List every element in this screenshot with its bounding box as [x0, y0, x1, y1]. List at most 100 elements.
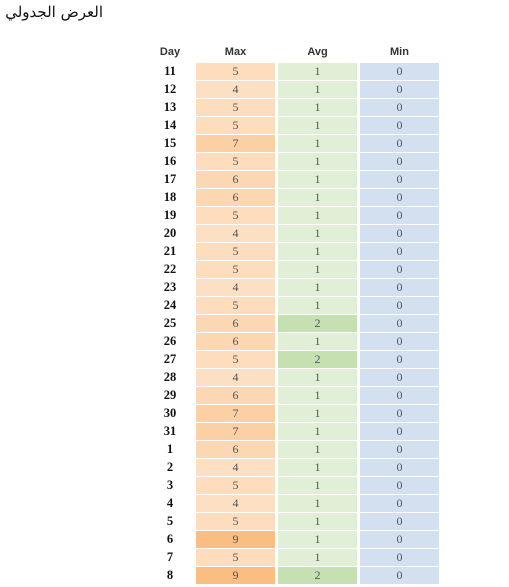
day-cell: 25: [163, 316, 177, 330]
value-cell: 1: [278, 63, 357, 80]
value-cell: 1: [278, 297, 357, 314]
value-cell: 0: [360, 495, 439, 512]
value-cell: 7: [196, 423, 275, 440]
value-cell: 5: [196, 549, 275, 566]
value-cell: 0: [360, 63, 439, 80]
value-cell: 7: [196, 135, 275, 152]
value-cell: 6: [196, 315, 275, 332]
day-cell: 3: [166, 478, 174, 492]
day-cell: 23: [163, 280, 177, 294]
value-cell: 0: [360, 135, 439, 152]
column-header: Day: [159, 46, 181, 58]
value-cell: 1: [278, 99, 357, 116]
day-cell: 5: [166, 514, 174, 528]
value-cell: 0: [360, 423, 439, 440]
value-cell: 5: [196, 207, 275, 224]
value-cell: 0: [360, 153, 439, 170]
value-cell: 0: [360, 81, 439, 98]
value-cell: 4: [196, 495, 275, 512]
value-cell: 0: [360, 99, 439, 116]
value-cell: 5: [196, 513, 275, 530]
day-cell: 1: [166, 442, 174, 456]
value-cell: 4: [196, 459, 275, 476]
day-cell: 24: [163, 298, 177, 312]
value-cell: 4: [196, 81, 275, 98]
value-cell: 0: [360, 207, 439, 224]
day-cell: 19: [163, 208, 177, 222]
day-cell: 12: [163, 82, 177, 96]
value-cell: 2: [278, 315, 357, 332]
value-cell: 6: [196, 189, 275, 206]
value-cell: 5: [196, 297, 275, 314]
value-cell: 1: [278, 549, 357, 566]
column-header: Min: [390, 46, 409, 58]
page-title: العرض الجدولي: [5, 3, 103, 21]
day-cell: 21: [163, 244, 177, 258]
value-cell: 1: [278, 243, 357, 260]
value-cell: 0: [360, 351, 439, 368]
value-cell: 9: [196, 567, 275, 584]
value-cell: 0: [360, 369, 439, 386]
value-cell: 0: [360, 261, 439, 278]
value-cell: 1: [278, 495, 357, 512]
day-cell: 22: [163, 262, 177, 276]
value-cell: 0: [360, 477, 439, 494]
value-cell: 5: [196, 261, 275, 278]
day-cell: 6: [166, 532, 174, 546]
value-cell: 1: [278, 189, 357, 206]
value-cell: 1: [278, 441, 357, 458]
value-cell: 0: [360, 405, 439, 422]
value-cell: 5: [196, 243, 275, 260]
value-cell: 7: [196, 405, 275, 422]
value-cell: 1: [278, 207, 357, 224]
day-cell: 20: [163, 226, 177, 240]
value-cell: 4: [196, 225, 275, 242]
value-cell: 0: [360, 333, 439, 350]
day-cell: 28: [163, 370, 177, 384]
value-cell: 9: [196, 531, 275, 548]
value-cell: 1: [278, 261, 357, 278]
value-cell: 0: [360, 171, 439, 188]
value-cell: 5: [196, 99, 275, 116]
day-cell: 26: [163, 334, 177, 348]
value-cell: 0: [360, 243, 439, 260]
value-cell: 0: [360, 117, 439, 134]
value-cell: 5: [196, 63, 275, 80]
day-cell: 29: [163, 388, 177, 402]
value-cell: 1: [278, 513, 357, 530]
value-cell: 2: [278, 567, 357, 584]
value-cell: 5: [196, 117, 275, 134]
value-cell: 0: [360, 441, 439, 458]
value-cell: 1: [278, 405, 357, 422]
day-cell: 14: [163, 118, 177, 132]
day-cell: 11: [164, 64, 176, 78]
value-cell: 1: [278, 387, 357, 404]
value-cell: 5: [196, 351, 275, 368]
value-cell: 5: [196, 153, 275, 170]
value-cell: 1: [278, 333, 357, 350]
day-cell: 8: [166, 568, 174, 582]
value-cell: 5: [196, 477, 275, 494]
value-cell: 0: [360, 459, 439, 476]
value-cell: 0: [360, 279, 439, 296]
value-cell: 2: [278, 351, 357, 368]
value-cell: 1: [278, 117, 357, 134]
value-cell: 1: [278, 279, 357, 296]
value-cell: 1: [278, 531, 357, 548]
value-cell: 6: [196, 333, 275, 350]
day-cell: 4: [166, 496, 174, 510]
value-cell: 4: [196, 369, 275, 386]
value-cell: 1: [278, 135, 357, 152]
value-cell: 0: [360, 531, 439, 548]
day-cell: 15: [163, 136, 177, 150]
value-cell: 1: [278, 225, 357, 242]
value-cell: 1: [278, 171, 357, 188]
value-cell: 0: [360, 315, 439, 332]
value-cell: 0: [360, 189, 439, 206]
value-cell: 6: [196, 387, 275, 404]
value-cell: 1: [278, 459, 357, 476]
day-cell: 17: [163, 172, 177, 186]
value-cell: 6: [196, 441, 275, 458]
value-cell: 0: [360, 513, 439, 530]
day-cell: 7: [166, 550, 174, 564]
